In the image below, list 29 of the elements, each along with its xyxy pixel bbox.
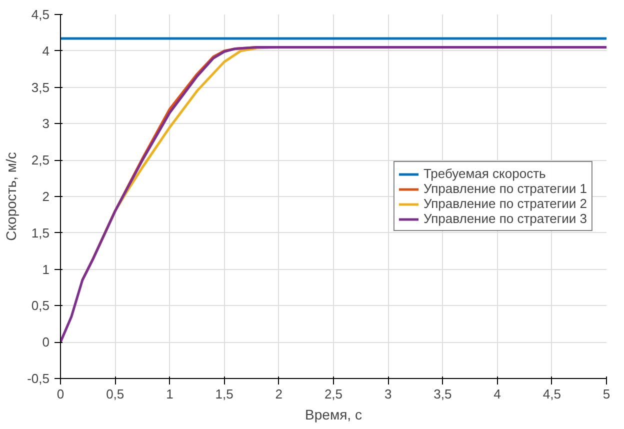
legend-label: Управление по стратегии 3 (423, 211, 587, 226)
x-tick-label: 4 (494, 386, 501, 402)
y-tick-label: 1,5 (31, 225, 50, 240)
y-tick-label: 3 (42, 116, 50, 132)
y-tick-label: 3,5 (31, 80, 50, 95)
x-tick-label: 2,5 (324, 386, 343, 402)
y-tick-label: 0 (42, 334, 50, 350)
x-tick-label: 3,5 (434, 386, 452, 402)
x-tick-label: 4,5 (542, 386, 561, 402)
y-tick-label: 4 (42, 43, 50, 58)
line-series (60, 46, 606, 344)
y-axis-title: Скорость, м/с (3, 152, 20, 241)
legend-label: Управление по стратегии 2 (423, 196, 587, 211)
x-tick-label: 3 (384, 386, 392, 402)
x-tick-label: 0 (56, 386, 64, 402)
y-tick-label: 2 (42, 189, 50, 204)
y-tick-label: 0,5 (31, 298, 50, 314)
y-tick-label: 4,5 (31, 7, 50, 22)
y-tick-label: 2,5 (31, 152, 50, 168)
legend-label: Управление по стратегии 1 (423, 181, 587, 196)
x-tick-label: 5 (602, 386, 610, 402)
x-tick-label: 1,5 (215, 386, 234, 402)
x-tick-label: 2 (275, 386, 283, 402)
y-tick-label: -0,5 (27, 371, 50, 386)
legend-label: Требуемая скорость (423, 166, 546, 181)
y-tick-label: 1 (42, 262, 50, 277)
x-tick-label: 0,5 (106, 386, 124, 402)
x-tick-label: 1 (166, 386, 174, 402)
x-axis-title: Время, с (305, 406, 362, 422)
